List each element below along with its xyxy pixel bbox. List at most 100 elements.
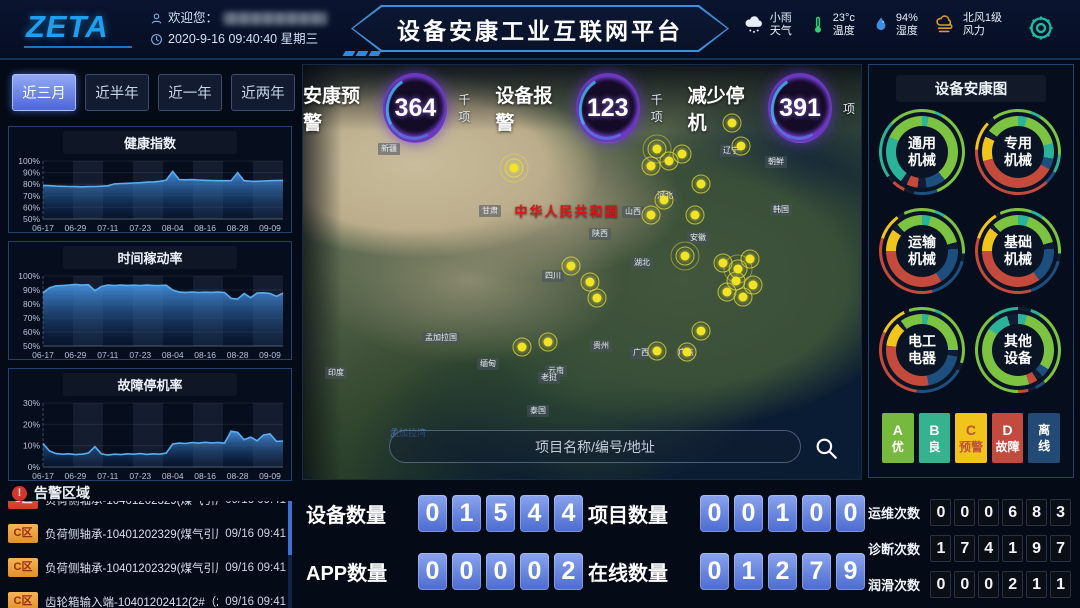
- gauge-3[interactable]: 基础 机械: [963, 196, 1073, 306]
- gauge-center-label: 通用 机械: [896, 126, 948, 178]
- alert-area-header: 告警区域: [12, 483, 90, 503]
- project-marker[interactable]: [641, 205, 661, 225]
- region-label: 湖北: [631, 257, 653, 269]
- project-marker[interactable]: [733, 287, 753, 307]
- project-marker[interactable]: [538, 332, 558, 352]
- kpi-ring: 123: [575, 73, 640, 143]
- map-search: [389, 430, 801, 463]
- svg-text:60%: 60%: [23, 327, 40, 337]
- kpi-ring: 391: [768, 73, 832, 143]
- project-marker[interactable]: [512, 337, 532, 357]
- gauge-label-line: 机械: [908, 152, 936, 168]
- right-counter-digit: 0: [954, 571, 976, 598]
- alert-time: 09/16 09:41: [225, 595, 286, 608]
- svg-text:70%: 70%: [23, 191, 40, 201]
- project-marker[interactable]: [641, 156, 661, 176]
- range-button-1[interactable]: 近半年: [85, 74, 149, 111]
- search-icon[interactable]: [813, 435, 839, 461]
- project-marker[interactable]: [580, 272, 600, 292]
- project-marker[interactable]: [722, 113, 742, 133]
- gauge-1[interactable]: 专用 机械: [963, 97, 1073, 207]
- right-counter-digit: 0: [978, 499, 1000, 526]
- right-counter-digit: 0: [978, 571, 1000, 598]
- counter-digit: 1: [452, 495, 481, 532]
- counter-digit: 0: [486, 553, 515, 590]
- range-button-0[interactable]: 近三月: [12, 74, 76, 111]
- project-marker[interactable]: [647, 341, 667, 361]
- svg-text:09-09: 09-09: [259, 350, 281, 360]
- range-button-2[interactable]: 近一年: [158, 74, 222, 111]
- right-counter-digit: 0: [930, 499, 952, 526]
- region-label: 朝鲜: [765, 156, 787, 168]
- country-label: 中华人民共和国: [514, 204, 620, 219]
- alert-time: 09/16 09:41: [225, 501, 286, 506]
- legend-text: 预警: [958, 439, 983, 454]
- counter-digit: 0: [734, 495, 763, 532]
- right-counter-digit: 1: [1002, 535, 1024, 562]
- svg-text:07-11: 07-11: [97, 223, 118, 233]
- project-marker[interactable]: [670, 241, 700, 271]
- project-marker[interactable]: [587, 288, 607, 308]
- counter-group: 在线数量 0 1 2 7 9: [588, 553, 870, 590]
- right-counter-digit: 1: [930, 535, 952, 562]
- right-counter-digit: 6: [1002, 499, 1024, 526]
- downtime-rate-chart: 30% 20% 10% 0% 06-17 06-29 07-11 07-23 08-04 08-1…: [9, 396, 291, 482]
- svg-text:10%: 10%: [23, 441, 40, 451]
- project-marker[interactable]: [677, 342, 697, 362]
- svg-text:70%: 70%: [23, 313, 40, 323]
- project-marker[interactable]: [691, 321, 711, 341]
- project-marker[interactable]: [685, 205, 705, 225]
- svg-text:50%: 50%: [23, 214, 40, 224]
- gauge-5[interactable]: 其他 设备: [963, 295, 1073, 405]
- project-marker[interactable]: [654, 190, 674, 210]
- gauge-label-line: 通用: [908, 135, 936, 151]
- project-marker[interactable]: [743, 275, 763, 295]
- counter-label: 项目数量: [588, 505, 668, 527]
- kpi-unit: 千项: [458, 93, 471, 124]
- china-map-canvas[interactable]: 中华人民共和国新疆甘肃陕西山西河北安徽湖北四川贵州云南广西广东辽宁朝鲜韩国印度孟…: [302, 64, 862, 480]
- project-marker[interactable]: [717, 282, 737, 302]
- gauge-2[interactable]: 运输 机械: [867, 196, 977, 306]
- alert-scrollbar[interactable]: [288, 501, 292, 608]
- project-marker[interactable]: [691, 174, 711, 194]
- settings-gear-icon[interactable]: [1026, 13, 1056, 43]
- svg-text:08-28: 08-28: [227, 223, 249, 233]
- right-counter-digit: 4: [978, 535, 1000, 562]
- legend-grade: C: [965, 421, 977, 438]
- svg-text:80%: 80%: [23, 179, 40, 189]
- svg-text:90%: 90%: [23, 285, 40, 295]
- project-marker[interactable]: [740, 249, 760, 269]
- gauge-4[interactable]: 电工 电器: [867, 295, 977, 405]
- svg-text:0%: 0%: [28, 462, 41, 472]
- project-marker[interactable]: [672, 144, 692, 164]
- project-marker[interactable]: [731, 136, 751, 156]
- counter-label: 在线数量: [588, 563, 668, 585]
- gauge-label-line: 机械: [1004, 152, 1032, 168]
- welcome-label: 欢迎您：: [168, 11, 219, 25]
- project-marker[interactable]: [561, 256, 581, 276]
- region-label: 新疆: [378, 143, 400, 155]
- zeta-logo: ZETA: [26, 9, 109, 44]
- kpi-label: 减少停机: [687, 86, 745, 134]
- project-marker[interactable]: [499, 153, 529, 183]
- legend-grade: D: [1002, 421, 1013, 438]
- right-counter-digit: 0: [954, 499, 976, 526]
- region-label: 贵州: [590, 340, 612, 352]
- counter-row-2: APP数量 0 0 0 0 2 在线数量 0 1 2 7 9: [306, 553, 865, 590]
- range-button-3[interactable]: 近两年: [231, 74, 295, 111]
- search-input[interactable]: [389, 430, 801, 463]
- project-marker[interactable]: [642, 134, 672, 164]
- alert-zone-badge: C区: [8, 501, 38, 509]
- project-marker[interactable]: [659, 151, 679, 171]
- kpi-ring: 364: [383, 73, 448, 143]
- counter-digit: 0: [452, 553, 481, 590]
- device-health-panel: 设备安康图 通用 机械 专用 机械 运输 机械 基础 机械 电工 电器 其他 设备 A 优 B 良 C 预警 D 故…: [867, 64, 1074, 478]
- gauge-0[interactable]: 通用 机械: [867, 97, 977, 207]
- 时间稼动率-plot: 100% 90% 80% 70% 60% 50%06-17 06-29 07-11 07-23 0…: [18, 271, 284, 360]
